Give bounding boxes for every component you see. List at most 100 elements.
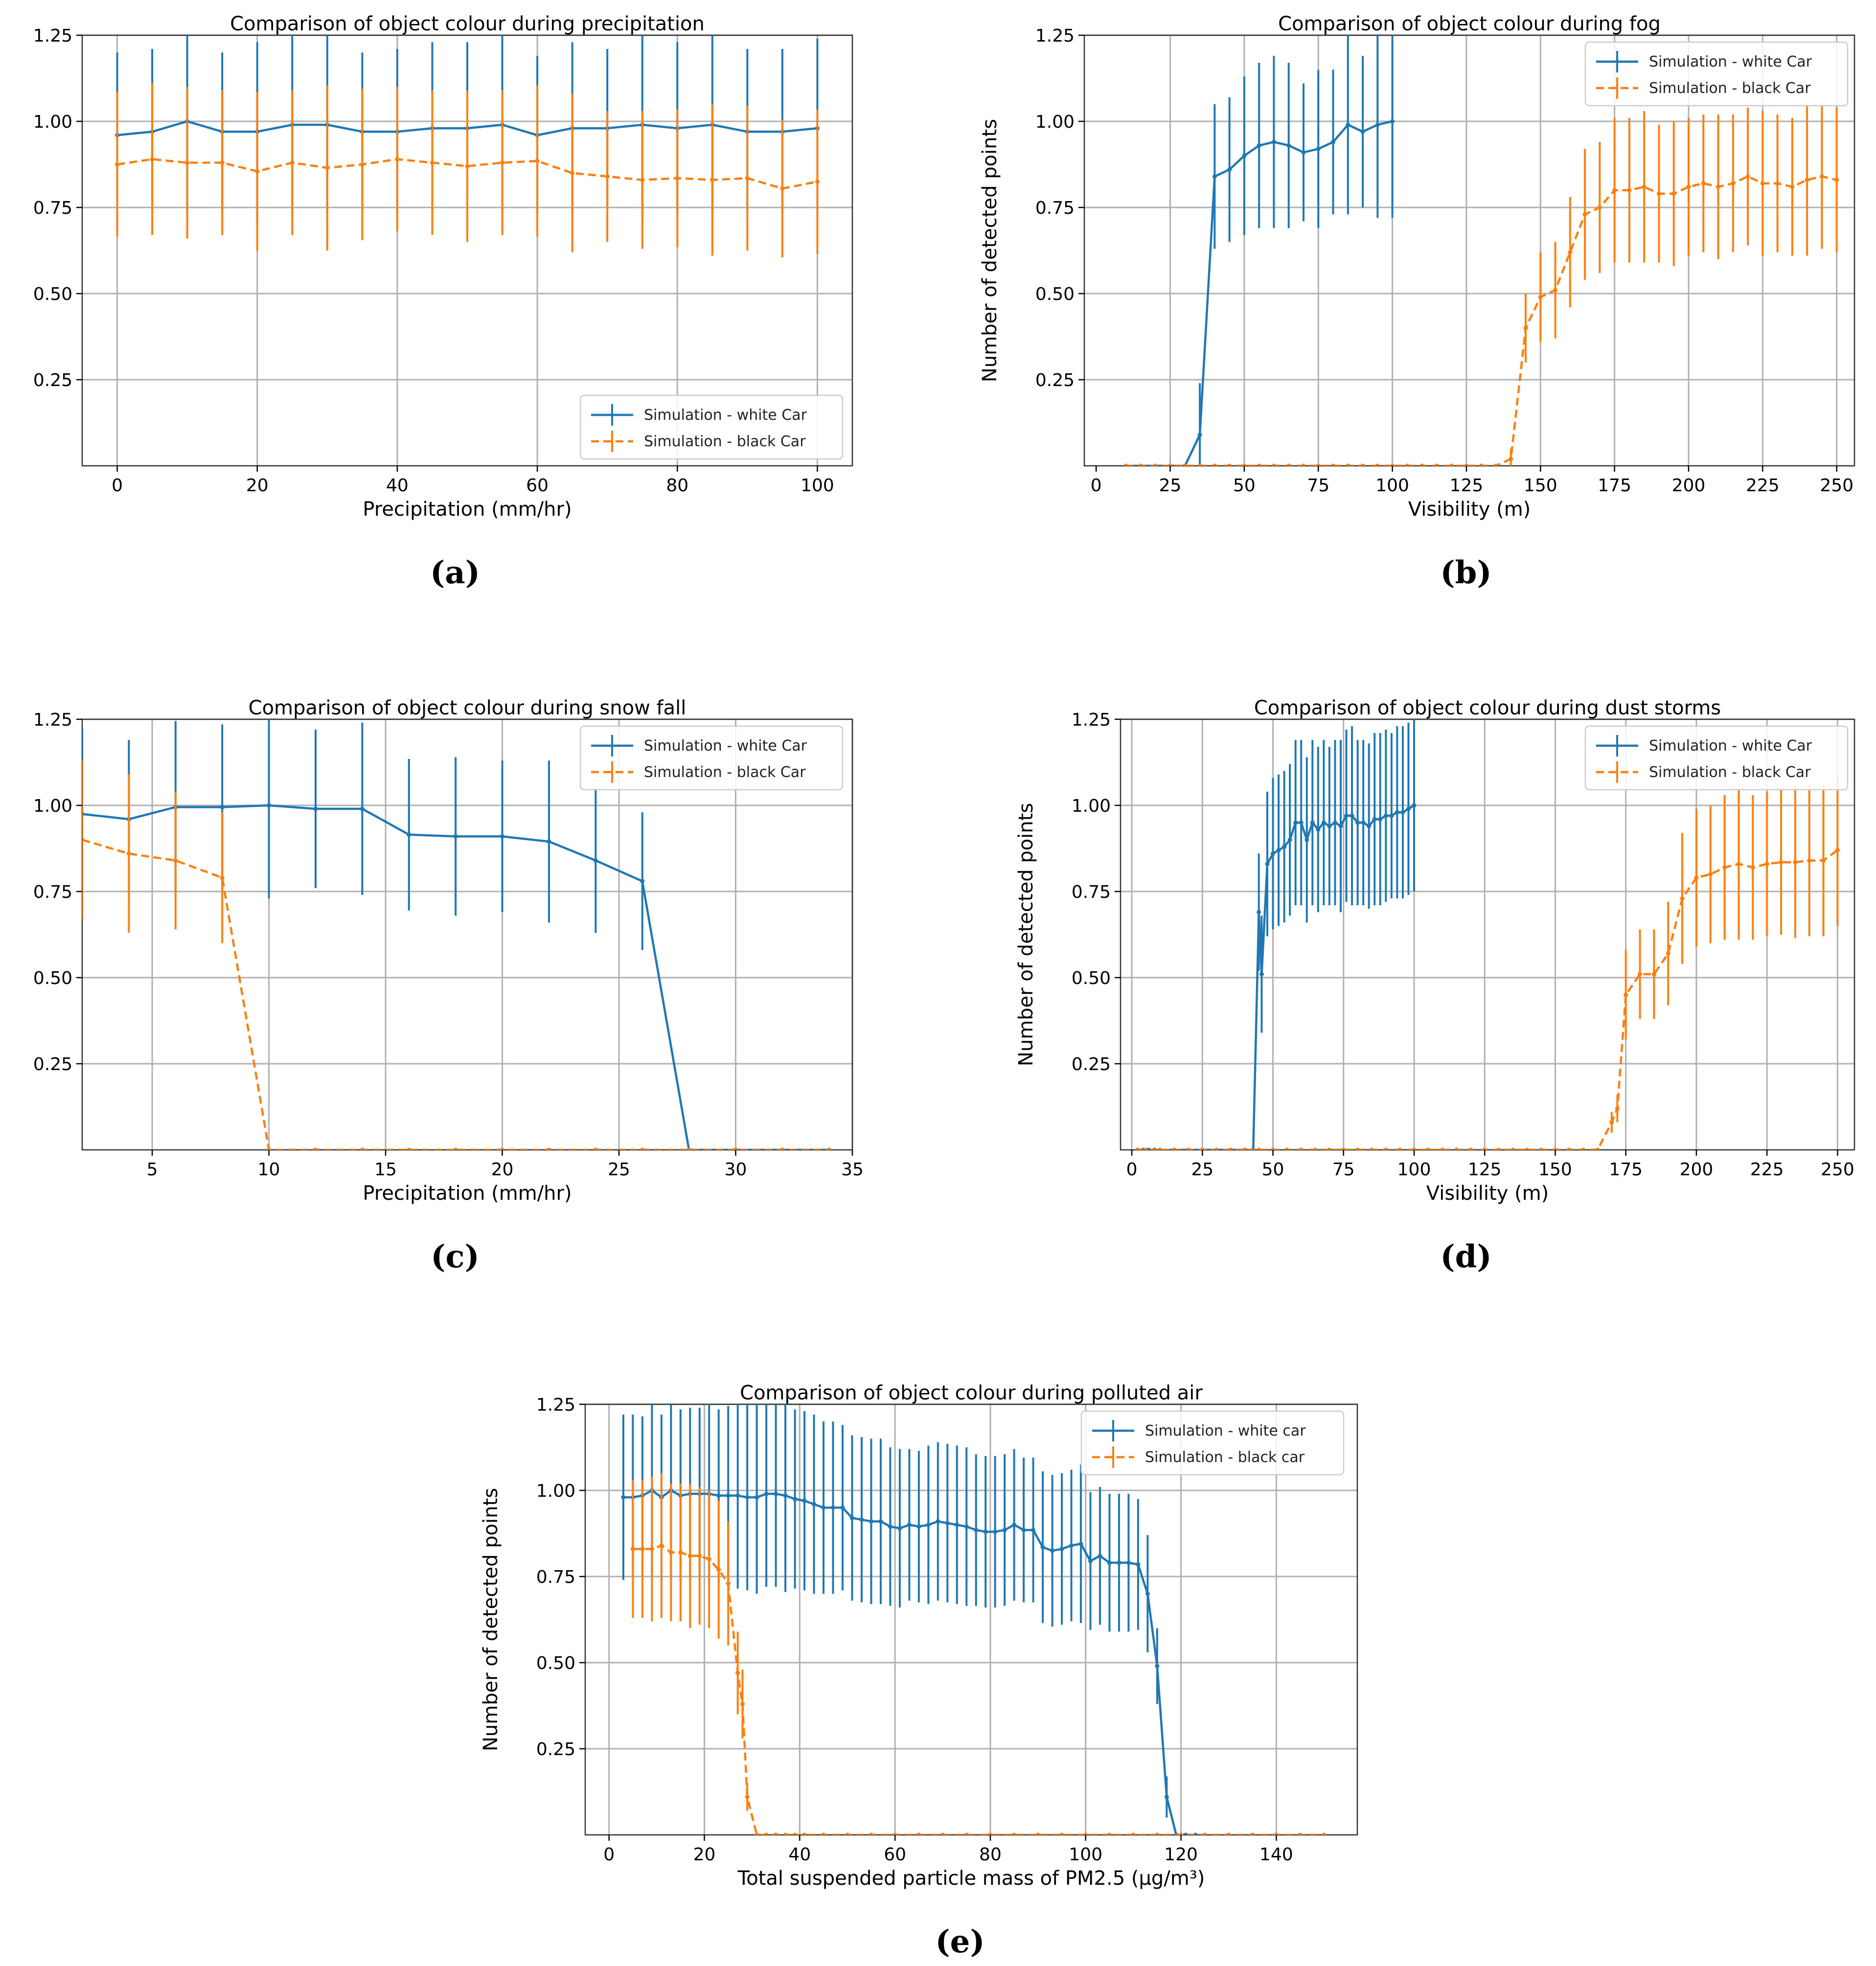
data-point (710, 178, 715, 183)
data-point (755, 1832, 759, 1835)
data-point (500, 160, 505, 165)
data-point (1509, 457, 1513, 461)
data-point (630, 1547, 635, 1552)
data-point (1271, 139, 1276, 144)
y-axis-label: Number of detected points (1015, 803, 1037, 1066)
data-point (1313, 1147, 1318, 1150)
data-point (1259, 972, 1264, 977)
data-point (745, 1795, 750, 1800)
data-point (1651, 972, 1656, 977)
data-point (407, 1147, 412, 1150)
x-tick-label: 0 (1091, 476, 1102, 496)
data-point (290, 160, 295, 165)
data-point (1301, 463, 1306, 466)
data-point (783, 1493, 788, 1498)
series-white-car (1135, 719, 1417, 1150)
x-tick-label: 225 (1750, 1160, 1784, 1180)
x-tick-label: 50 (1233, 476, 1256, 496)
data-point (1212, 463, 1217, 466)
data-point (1383, 1147, 1388, 1150)
data-point (1002, 1528, 1007, 1532)
y-tick-label: 1.25 (1072, 710, 1111, 730)
panel-caption: (a) (430, 554, 480, 591)
y-tick-label: 1.25 (33, 26, 72, 46)
x-tick-label: 25 (608, 1160, 630, 1180)
data-point (1341, 1147, 1346, 1150)
data-point (640, 178, 645, 183)
legend-entry-label: Simulation - white Car (644, 407, 807, 424)
data-point (605, 174, 610, 179)
x-tick-label: 30 (725, 1160, 747, 1180)
data-point (593, 1147, 598, 1150)
x-tick-label: 150 (1538, 1160, 1572, 1180)
data-point (726, 1493, 731, 1498)
data-point (547, 1147, 551, 1150)
data-point (1286, 143, 1291, 148)
data-point (1158, 1147, 1163, 1150)
data-point (1539, 1147, 1544, 1150)
data-point (1510, 1147, 1515, 1150)
x-tick-label: 75 (1332, 1160, 1355, 1180)
data-point (849, 1515, 854, 1520)
x-tick-label: 250 (1820, 476, 1853, 496)
data-point (220, 875, 225, 880)
data-point (1346, 122, 1350, 127)
data-point (1397, 1147, 1402, 1150)
data-point (115, 162, 120, 167)
data-point (1327, 823, 1332, 828)
data-point (649, 1547, 654, 1552)
data-point (1282, 844, 1287, 849)
data-point (802, 1498, 807, 1503)
x-tick-label: 120 (1164, 1845, 1198, 1865)
series-white-car (1123, 35, 1395, 466)
x-tick-label: 0 (603, 1845, 615, 1865)
data-point (1274, 1832, 1279, 1835)
y-axis-label: Number of detected points (979, 119, 1001, 382)
data-point (1369, 1147, 1374, 1150)
data-point (1819, 174, 1824, 179)
x-tick-label: 60 (884, 1845, 906, 1865)
data-point (1321, 820, 1326, 825)
data-point (983, 1529, 988, 1534)
data-point (687, 1554, 692, 1558)
plot-frame (81, 718, 853, 1151)
data-point (1271, 463, 1276, 466)
data-point (1242, 1147, 1247, 1150)
series-line (1137, 849, 1838, 1150)
data-point (1107, 1560, 1112, 1565)
data-point (1523, 325, 1528, 330)
data-point (1395, 810, 1399, 815)
data-point (1276, 848, 1281, 853)
data-point (1257, 910, 1261, 914)
data-point (1426, 1147, 1431, 1150)
x-axis-label: Visibility (m) (1426, 1182, 1549, 1205)
y-tick-label: 1.00 (33, 796, 72, 816)
data-point (740, 1701, 745, 1706)
data-point (1327, 1147, 1332, 1150)
data-point (453, 834, 458, 839)
data-point (735, 1493, 740, 1498)
data-point (936, 1519, 940, 1524)
data-point (1228, 1147, 1233, 1150)
x-tick-label: 125 (1468, 1160, 1502, 1180)
series-black-car (82, 760, 831, 1150)
data-point (1298, 1832, 1303, 1835)
series-line (82, 839, 829, 1150)
data-point (453, 1147, 458, 1150)
legend-entry-label: Simulation - black Car (1649, 764, 1811, 781)
data-point (707, 1557, 711, 1562)
x-tick-label: 60 (526, 476, 549, 496)
data-point (1553, 1147, 1557, 1150)
data-point (993, 1529, 998, 1534)
x-axis-label: Visibility (m) (1408, 498, 1531, 521)
chart-title: Comparison of object colour during fog (1278, 13, 1661, 35)
series-black-car (1123, 104, 1839, 466)
y-tick-label: 0.50 (33, 968, 72, 988)
data-point (1301, 150, 1306, 155)
x-tick-label: 20 (693, 1845, 716, 1865)
data-point (1144, 1147, 1148, 1150)
x-tick-label: 5 (147, 1160, 158, 1180)
x-tick-label: 125 (1450, 476, 1484, 496)
data-point (1299, 1147, 1304, 1150)
data-point (774, 1832, 778, 1835)
